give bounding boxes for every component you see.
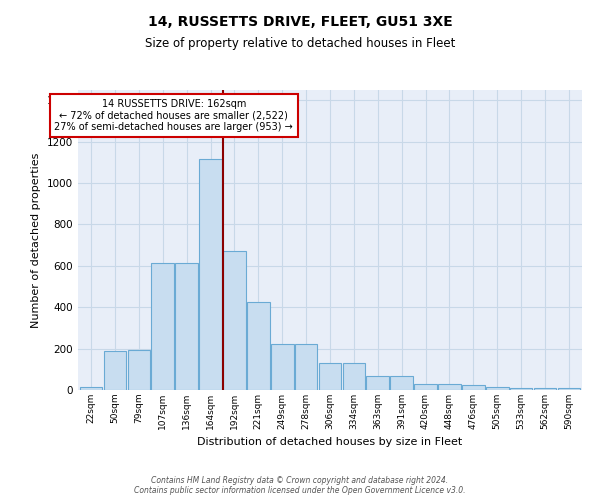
Text: Contains HM Land Registry data © Crown copyright and database right 2024.
Contai: Contains HM Land Registry data © Crown c… (134, 476, 466, 495)
Bar (295, 344, 317, 390)
Bar (462, 385, 485, 390)
Bar (151, 263, 174, 390)
Bar (510, 388, 532, 390)
Bar (271, 344, 293, 390)
Bar (80, 387, 103, 390)
X-axis label: Distribution of detached houses by size in Fleet: Distribution of detached houses by size … (197, 438, 463, 448)
Bar (128, 350, 150, 390)
Bar (438, 384, 461, 390)
Bar (533, 388, 556, 390)
Bar (199, 160, 222, 390)
Y-axis label: Number of detached properties: Number of detached properties (31, 152, 41, 328)
Bar (223, 252, 246, 390)
Bar (104, 350, 127, 390)
Bar (247, 302, 269, 390)
Text: 14 RUSSETTS DRIVE: 162sqm
← 72% of detached houses are smaller (2,522)
27% of se: 14 RUSSETTS DRIVE: 162sqm ← 72% of detac… (55, 99, 293, 132)
Bar (486, 387, 509, 390)
Bar (557, 388, 580, 390)
Bar (414, 384, 437, 390)
Bar (175, 263, 198, 390)
Bar (391, 376, 413, 390)
Text: 14, RUSSETTS DRIVE, FLEET, GU51 3XE: 14, RUSSETTS DRIVE, FLEET, GU51 3XE (148, 15, 452, 29)
Bar (319, 363, 341, 390)
Bar (343, 363, 365, 390)
Text: Size of property relative to detached houses in Fleet: Size of property relative to detached ho… (145, 38, 455, 51)
Bar (367, 376, 389, 390)
